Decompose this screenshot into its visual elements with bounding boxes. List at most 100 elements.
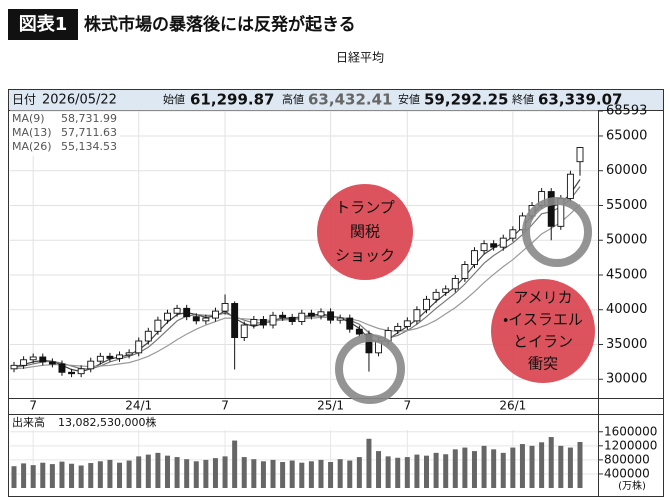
volume-bar [241,457,247,488]
volume-bar [328,461,334,488]
volume-bar [126,460,132,488]
volume-bar [222,456,228,488]
x-tick-label: 7 [29,399,37,413]
candle-body [413,309,421,322]
volume-bar [385,456,391,488]
x-tick-label: 7 [404,399,412,413]
legend-name: MA(26) [12,140,52,153]
volume-bar [519,444,525,488]
candle-body [336,317,344,321]
x-tick-label: 25/1 [317,399,344,413]
chart-title: 日経平均 [336,51,384,65]
volume-bar [414,454,420,488]
date-label: 日付 [12,93,36,107]
volume-bar [433,452,439,488]
candle-body [221,303,229,312]
candle-body [355,328,363,335]
candle-body [547,191,555,227]
low-value: 59,292.25 [424,91,508,109]
x-tick-label: 7 [221,399,229,413]
candle-body [576,147,584,163]
volume-bar [481,445,487,488]
volume-bar [270,459,276,488]
volume-bar [567,447,573,488]
candle-body [135,340,143,354]
candle-body [10,364,18,370]
candle-body [87,360,95,370]
highlight-ring [335,334,405,404]
candle-body [173,307,181,314]
annotation-text: ・イスラエル [503,311,583,329]
candle-body [183,307,191,318]
volume-bar [395,457,401,488]
y-tick-label: 1200000 [604,438,657,452]
x-tick-label: 26/1 [499,399,526,413]
candle-body [116,354,123,359]
annotation-text: アメリカ [513,289,572,307]
volume-bar [232,440,238,488]
candle-body [96,355,104,362]
candle-body [192,316,200,322]
annotation-bubble [491,279,595,383]
y-tick-label: 35000 [606,337,647,352]
y-tick-label: 30000 [606,372,647,387]
candle-body [346,317,354,330]
candle-body [125,352,133,356]
volume-bar [510,447,516,488]
legend-name: MA(9) [12,112,45,125]
mark-layer [10,146,584,488]
candle-body [68,371,76,375]
candle-body [432,291,440,300]
candle-body [202,317,210,322]
candle-body [509,229,517,239]
volume-bar [366,438,372,488]
y-tick-label: 1600000 [604,424,657,438]
info-bar [9,90,663,110]
candle-body [144,330,152,342]
close-value: 63,339.07 [538,91,622,109]
volume-bar [251,459,257,488]
volume-bar [59,461,65,488]
high-value: 63,432.41 [308,91,392,109]
candle-body [327,311,335,321]
annotation-text: ショック [335,247,395,265]
volume-bar [136,456,142,488]
volume-bar [164,455,170,488]
y-tick-label: 68593 [606,104,647,119]
candle-body [250,319,258,326]
volume-label: 出来高 [12,415,45,429]
candle-body [39,356,47,363]
annotation-text: トランプ [335,199,395,217]
volume-bar [11,466,17,488]
volume-bar [548,437,554,488]
volume-bar [347,460,353,488]
badge-box [8,9,78,40]
volume-bar [376,451,382,488]
candle-body [298,312,306,322]
y-tick-label: 45000 [606,267,647,282]
volume-bar [78,465,84,488]
volume-bar [49,464,55,488]
volume-bar [21,463,27,488]
legend-value: 58,731.99 [61,112,117,125]
volume-bar [289,460,295,488]
y-tick-label: 50000 [606,233,647,248]
highlight-ring [522,197,592,267]
candle-body [307,312,315,317]
volume-bar [299,462,305,488]
candle-body [231,303,239,338]
candle-body [423,298,430,311]
candle-body [480,243,488,252]
open-label: 始値 [163,92,185,106]
low-label: 安値 [398,93,420,106]
page-title: 株式市場の暴落後には反発が起きる [84,14,356,35]
candle-body [499,237,507,248]
volume-bar [97,461,103,488]
annotation-bubble [317,184,413,280]
legend-value: 55,134.53 [61,140,117,153]
volume-bar [500,452,506,488]
candle-body [403,320,411,327]
annotation-text: 関税 [350,223,380,241]
